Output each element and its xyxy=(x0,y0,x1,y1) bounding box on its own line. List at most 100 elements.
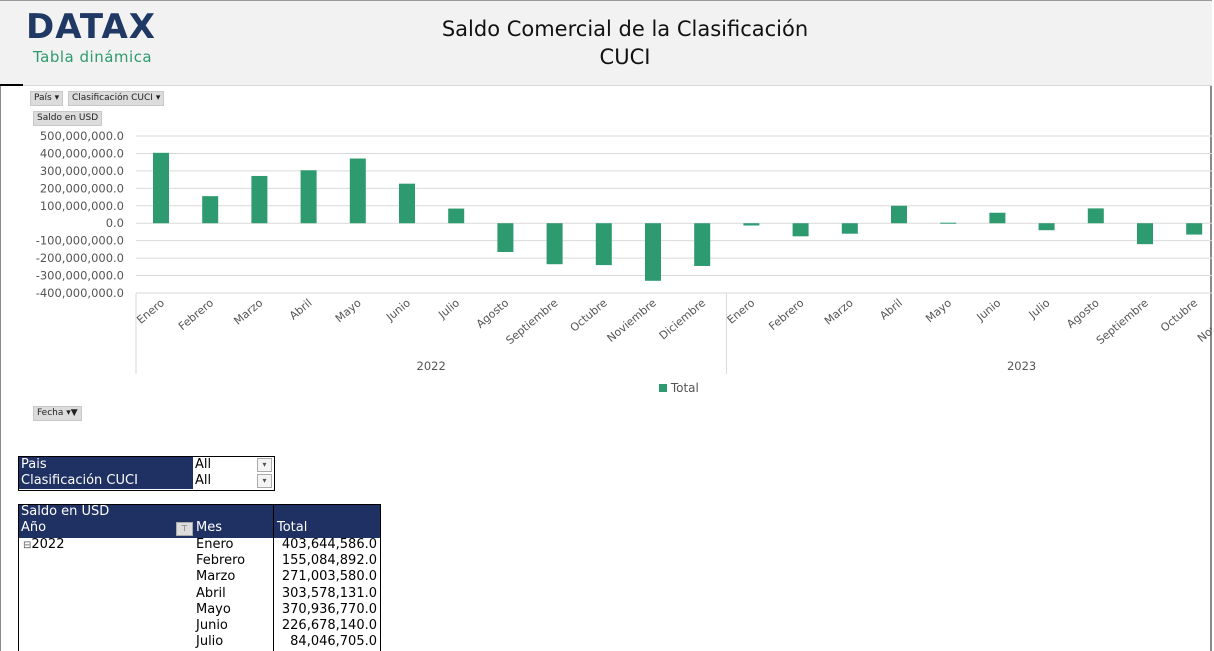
y-tick-label: -200,000,000.0 xyxy=(36,251,124,265)
y-tick-label: 100,000,000.0 xyxy=(40,199,124,213)
total-cell: 226,678,140.0 xyxy=(281,618,377,633)
pais-filter-button[interactable]: País ▾ xyxy=(30,91,64,106)
x-tick-label: Junio xyxy=(383,296,413,324)
y-tick-label: -100,000,000.0 xyxy=(36,234,124,248)
bar-2022-junio xyxy=(399,183,415,224)
x-tick-label: Agosto xyxy=(474,296,512,331)
x-tick-label: Abril xyxy=(877,296,905,322)
fecha-filter-button[interactable]: Fecha ▾▼ xyxy=(33,406,82,421)
y-tick-label: 400,000,000.0 xyxy=(40,146,124,160)
month-cell: Julio xyxy=(196,634,224,650)
filter-label-cuci: Clasificación CUCI xyxy=(19,473,193,489)
year-header: Año xyxy=(21,520,47,535)
y-tick-label: 500,000,000.0 xyxy=(40,129,124,143)
bar-2023-mayo xyxy=(940,222,957,224)
datax-logo: DATAX xyxy=(26,7,156,47)
pivot-chart: 500,000,000.0 400,000,000.0 300,000,000.0 2… xyxy=(36,129,1212,374)
bar-2022-enero xyxy=(153,152,169,224)
month-cell: Enero xyxy=(196,537,234,552)
x-tick-label: Julio xyxy=(1026,296,1053,322)
month-cell: Mayo xyxy=(196,601,231,617)
divider xyxy=(0,84,23,86)
filter-value-cuci: All xyxy=(195,473,212,488)
total-header: Total xyxy=(277,520,308,535)
bar-2022-abril xyxy=(300,170,317,224)
page-title: Saldo Comercial de la Clasificación CUCI xyxy=(370,15,880,71)
bar-2023-septiembre xyxy=(1137,223,1153,245)
value-field-button[interactable]: Saldo en USD xyxy=(33,111,103,126)
year-filter-icon[interactable]: ⊤ xyxy=(176,522,193,536)
pivot-table: Saldo en USD Año ⊤ Mes Total ⊟2022 Enero… xyxy=(18,504,381,651)
bar-2023-junio xyxy=(989,212,1006,224)
report-filters: Pais All ▾ Clasificación CUCI All ▾ xyxy=(18,456,275,491)
x-tick-label: Septiembre xyxy=(503,296,560,347)
x-tick-label: Junio xyxy=(974,296,1004,324)
bar-2022-julio xyxy=(448,208,465,224)
legend-swatch xyxy=(659,384,667,392)
total-cell: 370,936,770.0 xyxy=(281,601,377,617)
x-tick-label: Agosto xyxy=(1064,296,1102,331)
pais-dropdown[interactable]: ▾ xyxy=(257,458,272,472)
year-label-2023: 2023 xyxy=(1007,359,1036,373)
bar-2022-agosto xyxy=(497,223,514,253)
total-cell: 84,046,705.0 xyxy=(290,634,377,650)
x-tick-label: Mayo xyxy=(333,296,364,325)
x-tick-label: Enero xyxy=(134,296,167,327)
year-row-2022[interactable]: ⊟2022 xyxy=(23,537,65,552)
bar-2023-febrero xyxy=(792,223,809,237)
bar-2022-diciembre xyxy=(694,223,711,266)
clasificacion-filter-button[interactable]: Clasificación CUCI ▾ xyxy=(68,91,165,106)
month-cell: Abril xyxy=(196,585,226,601)
y-tick-label: -400,000,000.0 xyxy=(36,286,124,300)
x-tick-label: Febrero xyxy=(766,296,806,333)
x-tick-label: Octubre xyxy=(1158,296,1200,334)
bar-2023-marzo xyxy=(841,223,858,234)
x-tick-label: Octubre xyxy=(568,296,610,334)
x-tick-label: Mayo xyxy=(923,296,954,325)
x-tick-label: Julio xyxy=(435,296,462,322)
month-cell: Febrero xyxy=(196,553,246,569)
bar-2023-abril xyxy=(891,205,907,224)
bar-2022-febrero xyxy=(202,196,219,224)
legend: Total xyxy=(659,381,699,395)
y-tick-label: 300,000,000.0 xyxy=(40,164,124,178)
bar-2022-octubre xyxy=(595,223,612,266)
title-line-1: Saldo Comercial de la Clasificación xyxy=(441,17,809,41)
x-tick-label: Diciembre xyxy=(657,296,709,342)
x-tick-label: Marzo xyxy=(822,296,856,328)
bar-2023-octubre xyxy=(1186,223,1203,235)
y-tick-label: -300,000,000.0 xyxy=(36,269,124,283)
bar-2022-marzo xyxy=(251,175,268,224)
bar-2023-agosto xyxy=(1087,208,1104,224)
filter-icon: ▾▼ xyxy=(66,408,78,418)
month-cell: Marzo xyxy=(196,569,236,585)
subtitle: Tabla dinámica xyxy=(33,48,153,66)
total-cell: 403,644,586.0 xyxy=(281,537,377,552)
bar-2022-noviembre xyxy=(645,223,661,281)
title-line-2: CUCI xyxy=(599,45,651,69)
total-cell: 303,578,131.0 xyxy=(281,585,377,601)
x-tick-label: Enero xyxy=(725,296,758,327)
legend-label: Total xyxy=(670,381,699,395)
bar-2023-enero xyxy=(743,223,760,226)
x-tick-label: Noviembre xyxy=(605,296,660,345)
x-tick-label: Septiembre xyxy=(1094,296,1151,347)
bar-2022-septiembre xyxy=(546,223,563,265)
month-cell: Junio xyxy=(196,618,228,633)
total-cell: 155,084,892.0 xyxy=(281,553,377,569)
filter-label-pais: Pais xyxy=(19,457,193,473)
x-tick-label: Marzo xyxy=(231,296,265,328)
bar-2023-julio xyxy=(1038,223,1055,231)
header-banner: DATAX Tabla dinámica Saldo Comercial de … xyxy=(0,0,1212,86)
y-tick-label: 200,000,000.0 xyxy=(40,181,124,195)
cuci-dropdown[interactable]: ▾ xyxy=(257,474,272,488)
value-header: Saldo en USD xyxy=(21,504,110,519)
filter-value-pais: All xyxy=(195,457,212,472)
y-tick-label: 0.0 xyxy=(106,216,124,230)
collapse-icon: ⊟ xyxy=(23,540,32,551)
month-header: Mes xyxy=(196,520,222,535)
x-tick-label: Abril xyxy=(287,296,315,322)
x-tick-label: Febrero xyxy=(176,296,216,333)
total-cell: 271,003,580.0 xyxy=(281,569,377,585)
